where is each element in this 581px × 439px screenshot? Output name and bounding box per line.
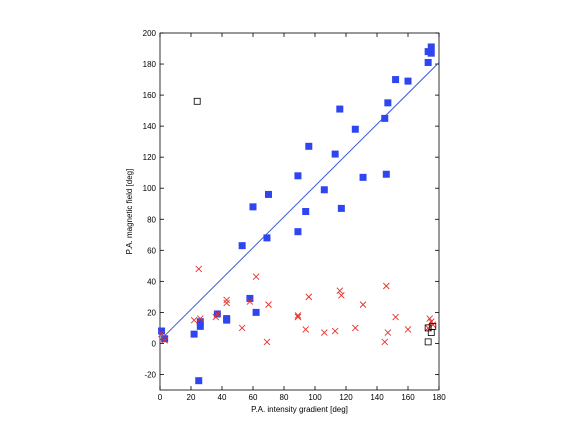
data-point-cross — [223, 299, 230, 307]
data-point-cross — [320, 329, 328, 336]
y-tick-label: 160 — [143, 91, 157, 100]
data-point-cross — [214, 310, 221, 318]
data-point-open-square — [424, 338, 432, 346]
data-point-cross — [158, 330, 165, 338]
data-point-cross — [426, 315, 434, 322]
data-point-open-square — [193, 97, 201, 105]
x-tick-label: 20 — [187, 393, 196, 402]
data-point-square — [265, 190, 272, 198]
data-point-square — [158, 327, 166, 335]
y-tick-label: 100 — [143, 184, 157, 193]
y-tick-label: 80 — [147, 215, 156, 224]
data-point-cross — [384, 329, 392, 336]
data-point-cross — [404, 326, 412, 333]
data-point-square — [427, 49, 435, 57]
y-axis-label: P.A. magnetic field [deg] — [125, 169, 134, 255]
y-tick-label: 200 — [143, 29, 157, 38]
data-point-square — [337, 204, 345, 212]
y-tick-label: 180 — [143, 60, 157, 69]
data-point-cross — [161, 337, 168, 344]
data-point-cross — [392, 313, 399, 321]
data-point-cross — [238, 324, 246, 332]
x-tick-label: 120 — [339, 393, 353, 402]
x-axis-ticks: 0 20 40 60 80 100 120 140 160 180 — [158, 33, 446, 402]
y-tick-label: 0 — [152, 339, 157, 348]
data-points — [158, 43, 437, 385]
data-point-square — [223, 316, 231, 324]
data-point-square — [331, 150, 339, 158]
data-point-cross — [265, 301, 272, 308]
data-point-square — [238, 242, 246, 250]
x-tick-label: 60 — [249, 393, 258, 402]
data-point-cross — [305, 293, 313, 301]
data-point-square — [424, 58, 432, 66]
data-point-square — [336, 105, 344, 113]
data-point-cross — [359, 301, 367, 308]
x-tick-label: 140 — [370, 393, 384, 402]
data-point-cross — [338, 291, 345, 299]
data-point-cross — [294, 313, 302, 321]
y-axis-ticks: -20 0 20 40 60 80 100 120 140 160 180 200 — [143, 29, 439, 379]
data-point-cross — [190, 316, 198, 324]
data-point-cross — [196, 315, 204, 322]
data-point-cross — [263, 338, 271, 346]
data-point-square — [252, 308, 260, 316]
x-tick-label: 40 — [218, 393, 227, 402]
data-point-square — [263, 234, 271, 242]
data-point-square — [381, 114, 389, 122]
data-point-cross — [351, 324, 359, 332]
data-point-cross — [331, 327, 339, 335]
data-point-square — [294, 228, 302, 236]
x-axis-label: P.A. intensity gradient [deg] — [251, 405, 348, 414]
trend-line — [159, 62, 440, 341]
data-point-square — [196, 322, 204, 330]
data-point-square — [196, 318, 204, 326]
y-tick-label: 20 — [147, 308, 156, 317]
data-point-open-square — [429, 322, 437, 330]
data-point-square — [249, 203, 257, 211]
data-point-cross — [294, 312, 302, 319]
data-point-square — [246, 294, 254, 302]
data-point-square — [161, 335, 169, 343]
y-tick-label: -20 — [144, 370, 156, 379]
data-point-square — [359, 173, 367, 181]
data-point-cross — [382, 282, 390, 290]
y-tick-label: 40 — [147, 277, 156, 286]
data-point-square — [392, 76, 400, 84]
y-tick-label: 120 — [143, 153, 157, 162]
data-point-square — [427, 43, 435, 51]
plot-frame — [159, 32, 440, 391]
x-tick-label: 160 — [401, 393, 415, 402]
data-point-square — [302, 208, 310, 215]
data-point-cross — [223, 296, 230, 304]
data-point-square — [382, 170, 390, 178]
data-point-cross — [212, 313, 220, 321]
y-tick-label: 60 — [147, 246, 156, 255]
data-point-square — [351, 125, 359, 133]
trend-line-group — [159, 62, 440, 341]
y-tick-label: 140 — [143, 122, 157, 131]
data-point-square — [305, 142, 313, 150]
data-point-cross — [252, 273, 260, 281]
data-point-cross — [195, 265, 203, 273]
x-tick-label: 0 — [158, 393, 163, 402]
data-point-square — [384, 99, 392, 107]
data-point-cross — [302, 326, 310, 333]
x-tick-label: 180 — [432, 393, 446, 402]
x-tick-label: 80 — [280, 393, 289, 402]
data-point-square — [404, 77, 412, 85]
x-tick-label: 100 — [308, 393, 322, 402]
data-point-cross — [336, 287, 344, 294]
data-point-square — [320, 186, 328, 194]
data-point-square — [190, 330, 198, 338]
data-point-cross — [246, 298, 254, 305]
data-point-square — [195, 377, 203, 385]
data-point-cross — [381, 338, 389, 346]
data-point-square — [294, 172, 302, 180]
